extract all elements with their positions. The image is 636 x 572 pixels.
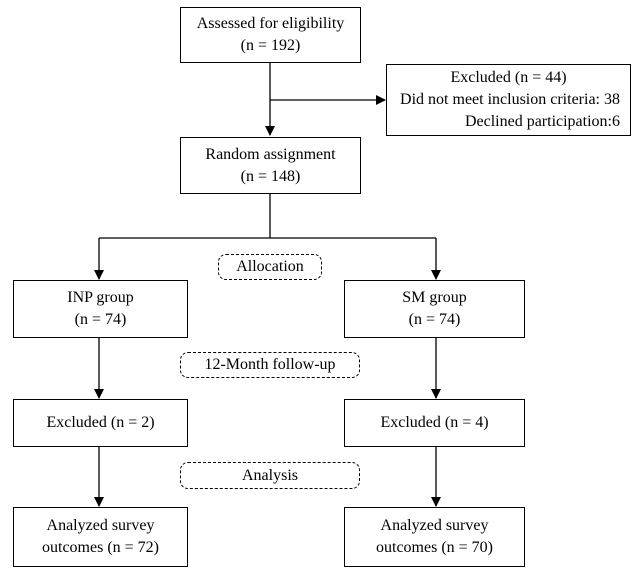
inp-analyzed-box: Analyzed survey outcomes (n = 72) [13,507,188,567]
phase-followup-label: 12-Month follow-up [204,356,336,373]
random-count: (n = 148) [240,167,301,185]
inp-group-box: INP group (n = 74) [13,280,188,338]
inp-group-count: (n = 74) [74,311,127,328]
sm-analyzed-box: Analyzed survey outcomes (n = 70) [344,507,525,567]
phase-analysis-label: Analysis [242,466,298,484]
assessed-box: Assessed for eligibility (n = 192) [180,7,361,63]
sm-excluded-box: Excluded (n = 4) [344,399,525,447]
inp-analyzed-count: outcomes (n = 72) [42,539,159,556]
excluded-top-declined: Declined participation:6 [464,113,620,130]
assessed-count: (n = 192) [240,37,301,54]
inp-excluded-label: Excluded (n = 2) [46,414,155,431]
inp-excluded-box: Excluded (n = 2) [13,399,188,447]
phase-allocation: Allocation [218,254,322,280]
excluded-top-box: Excluded (n = 44) Did not meet inclusion… [386,64,631,136]
sm-excluded-label: Excluded (n = 4) [380,414,489,431]
assessed-label: Assessed for eligibility [196,15,345,32]
inp-group-label: INP group [67,289,134,306]
sm-group-count: (n = 74) [408,311,461,328]
sm-group-label: SM group [402,289,467,306]
phase-analysis: Analysis [180,462,360,489]
sm-analyzed-count: outcomes (n = 70) [376,539,493,556]
excluded-top-total: Excluded (n = 44) [450,69,567,86]
sm-analyzed-label: Analyzed survey [380,517,489,534]
phase-followup: 12-Month follow-up [180,352,360,378]
phase-allocation-label: Allocation [236,258,304,275]
sm-group-box: SM group (n = 74) [344,280,525,338]
random-assignment-box: Random assignment (n = 148) [180,137,361,194]
random-label: Random assignment [205,145,336,163]
inp-analyzed-label: Analyzed survey [46,517,155,534]
excluded-top-criteria: Did not meet inclusion criteria: 38 [400,91,620,108]
